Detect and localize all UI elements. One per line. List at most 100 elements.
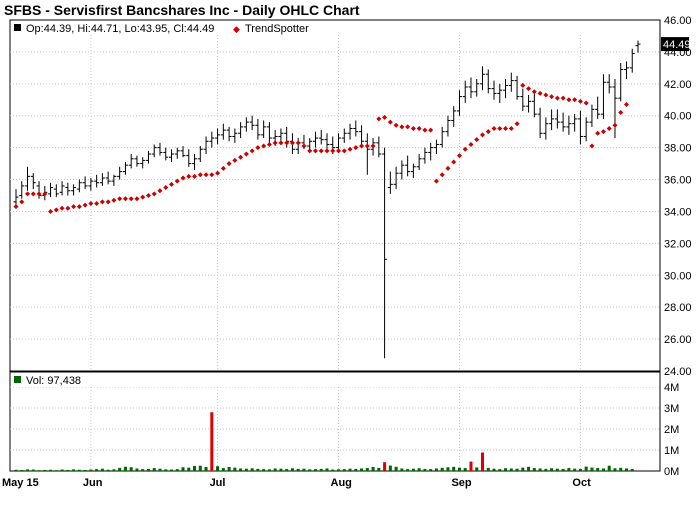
trendspotter-point xyxy=(491,125,497,131)
ohlc-bar xyxy=(243,117,249,132)
ohlc-bar xyxy=(318,130,324,145)
ohlc-bar xyxy=(203,136,209,155)
ohlc-bar xyxy=(48,182,54,198)
ohlc-bar xyxy=(491,80,497,100)
volume-bar xyxy=(342,469,346,471)
volume-bar xyxy=(469,461,473,471)
volume-bar xyxy=(486,467,490,471)
trendspotter-point xyxy=(595,130,601,136)
trendspotter-point xyxy=(312,148,318,154)
ohlc-bar xyxy=(76,179,82,193)
trendspotter-point xyxy=(163,185,169,191)
price-tick-label: 46.00 xyxy=(664,15,692,27)
trendspotter-point xyxy=(249,148,255,154)
trendspotter-point xyxy=(111,197,117,203)
trendspotter-point xyxy=(560,95,566,101)
ohlc-bar xyxy=(186,149,192,167)
volume-bar xyxy=(504,468,508,471)
trendspotter-point xyxy=(462,146,468,152)
ohlc-bar xyxy=(163,147,169,161)
trendspotter-legend-marker: ◆ xyxy=(233,25,240,35)
trendspotter-point xyxy=(82,202,88,208)
chart-title: SFBS - Servisfirst Bancshares Inc - Dail… xyxy=(4,2,360,18)
volume-bar xyxy=(290,468,294,471)
ohlc-bar xyxy=(19,181,25,199)
x-tick-label: Oct xyxy=(572,477,591,489)
ohlc-bar xyxy=(462,80,468,103)
x-tick-label: Aug xyxy=(331,477,352,489)
ohlc-bar xyxy=(589,104,595,127)
ohlc-bar xyxy=(503,79,509,99)
trendspotter-point xyxy=(589,143,595,149)
volume-bar xyxy=(279,468,283,471)
trendspotter-point xyxy=(566,97,572,103)
trendspotter-point xyxy=(341,148,347,154)
trendspotter-point xyxy=(266,141,272,147)
volume-legend-swatch xyxy=(14,376,21,383)
trendspotter-point xyxy=(295,140,301,146)
volume-bar xyxy=(244,468,248,471)
volume-bar xyxy=(584,466,588,471)
volume-bar xyxy=(365,468,369,471)
trendspotter-point xyxy=(209,172,215,178)
volume-bar xyxy=(377,467,381,471)
ohlc-bar xyxy=(554,109,560,129)
volume-bar xyxy=(630,468,634,471)
trendspotter-point xyxy=(220,165,226,171)
volume-bar xyxy=(60,469,64,471)
ohlc-bar xyxy=(209,131,215,148)
volume-bar xyxy=(112,469,116,471)
trendspotter-point xyxy=(140,194,146,200)
ohlc-bar xyxy=(82,176,88,190)
volume-bar xyxy=(89,469,93,471)
ohlc-bar xyxy=(497,83,503,103)
ohlc-bar xyxy=(526,94,532,113)
trendspotter-point xyxy=(508,125,514,131)
volume-bar xyxy=(66,469,70,471)
volume-bar xyxy=(239,468,243,471)
ohlc-bar xyxy=(606,74,612,94)
volume-bar xyxy=(210,412,214,471)
volume-bar xyxy=(146,468,150,471)
trendspotter-point xyxy=(618,110,624,116)
price-grid xyxy=(10,51,660,340)
trendspotter-point xyxy=(330,148,336,154)
ohlc-bar xyxy=(393,166,399,190)
volume-bar xyxy=(216,466,220,471)
trendspotter-point xyxy=(42,191,48,197)
volume-bar xyxy=(400,468,404,471)
trendspotter-point xyxy=(232,157,238,163)
ohlc-bar xyxy=(600,74,606,119)
volume-bar xyxy=(509,468,513,471)
ohlc-bar xyxy=(560,112,566,132)
trendspotter-point xyxy=(243,151,249,157)
trendspotter-point xyxy=(30,191,36,197)
trendspotter-point xyxy=(318,148,324,154)
volume-bar xyxy=(561,468,565,471)
trendspotter-point xyxy=(439,172,445,178)
trendspotter-point xyxy=(284,140,290,146)
volume-bar xyxy=(446,467,450,471)
volume-bar xyxy=(567,468,571,471)
volume-bar xyxy=(273,468,277,471)
volume-bar xyxy=(607,465,611,471)
volume-tick-label: 2M xyxy=(664,424,679,436)
trendspotter-point xyxy=(347,146,353,152)
trendspotter-point xyxy=(503,125,509,131)
trendspotter-point xyxy=(606,125,612,131)
volume-bar xyxy=(348,468,352,471)
volume-bar xyxy=(95,469,99,471)
price-legend-box xyxy=(11,21,659,35)
trendspotter-point xyxy=(572,97,578,103)
ohlc-bar xyxy=(445,115,451,137)
trendspotter-point xyxy=(456,153,462,159)
ohlc-bar xyxy=(595,96,601,119)
volume-bar xyxy=(515,468,519,471)
volume-bar xyxy=(360,468,364,471)
ohlc-bar xyxy=(232,128,238,143)
trendspotter-point xyxy=(197,172,203,178)
trendspotter-point xyxy=(410,125,416,131)
trendspotter-point xyxy=(526,86,532,92)
trendspotter-point xyxy=(65,205,71,211)
ohlc-bar xyxy=(151,144,157,158)
